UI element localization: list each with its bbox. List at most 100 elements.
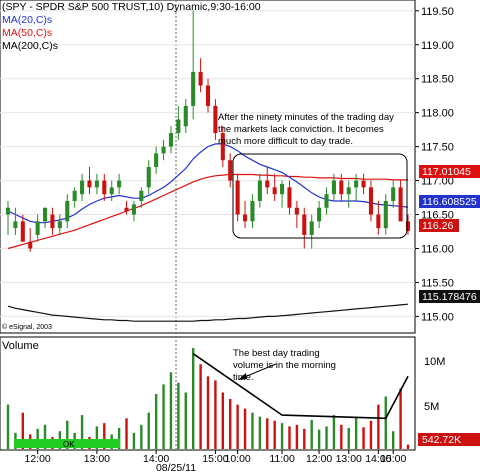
candle-body [198, 71, 203, 86]
volume-bar [295, 424, 299, 449]
volume-axis-10m: 10M [424, 356, 445, 368]
volume-bar [177, 382, 180, 449]
volume-bar [103, 423, 106, 449]
candle [94, 173, 99, 195]
volume-axis-5m: 5M [424, 401, 439, 413]
candle [354, 173, 359, 201]
candle-body [383, 200, 388, 229]
candle-body [361, 180, 366, 188]
candle [280, 180, 285, 208]
volume-bar [266, 418, 269, 449]
candle [87, 167, 92, 195]
ma50-label: MA(50,C)s [2, 27, 52, 39]
ma20-value-tag [419, 195, 480, 208]
candle-body [405, 221, 411, 231]
volume-bar [340, 424, 343, 449]
candle [272, 173, 277, 201]
candle-body [302, 214, 307, 235]
price-axis: 115.00 115.50 116.00 116.50 117.00 117.50 118.… [415, 6, 454, 323]
volume-bar [258, 416, 262, 449]
volume-bar [384, 396, 387, 449]
candle [5, 200, 11, 235]
time-tick-label: 14:00 [365, 453, 391, 465]
candle [13, 207, 18, 235]
candle [80, 173, 85, 201]
candle [131, 200, 136, 222]
volume-bar [184, 392, 187, 449]
candle [265, 167, 270, 195]
candle [361, 173, 366, 195]
candle-body [154, 153, 159, 167]
volume-bar [251, 412, 254, 449]
volume-bar [132, 432, 136, 449]
date-label: 08/25/11 [156, 462, 196, 474]
candle-body [213, 105, 218, 134]
candle [65, 194, 70, 229]
ma200-value: 115.178476 [422, 291, 477, 303]
candle-body [346, 187, 351, 195]
ok-label: OK [63, 440, 75, 449]
candle [102, 173, 107, 201]
candle-body [57, 221, 62, 229]
candle [243, 200, 248, 229]
annotation-arrowhead [238, 373, 247, 380]
candle [220, 126, 225, 167]
volume-bar [95, 426, 99, 449]
candle-body [87, 180, 92, 188]
ma200-value-tag [419, 290, 480, 303]
volume-bar [362, 427, 365, 449]
candle-body [80, 180, 85, 195]
candle [376, 200, 381, 235]
candle-body [280, 183, 285, 195]
volume-title: Volume [2, 340, 39, 352]
price-tick-label: 118.00 [421, 108, 454, 120]
candle [109, 180, 114, 201]
ma20-label: MA(20,C)s [2, 14, 52, 26]
close-value: 116.26 [422, 220, 453, 232]
price-tick-label: 118.50 [421, 74, 454, 86]
volume-bar [154, 394, 158, 449]
volume-bar [399, 388, 402, 449]
volume-bar [43, 424, 47, 449]
consolidation-box [232, 153, 408, 239]
candle [391, 180, 396, 208]
candle [228, 153, 233, 188]
volume-bar [303, 428, 306, 449]
candle [383, 194, 388, 235]
candle-body [5, 207, 11, 215]
candle [294, 200, 299, 229]
volume-bar [221, 392, 225, 449]
candle-body [139, 190, 144, 201]
candle [50, 207, 55, 235]
candle [302, 207, 307, 249]
candle [139, 187, 144, 208]
volume-bar [162, 384, 165, 449]
candle [405, 214, 411, 235]
price-tick-label: 116.00 [421, 244, 454, 256]
candle [205, 78, 211, 113]
candle [183, 99, 188, 134]
candle-body [220, 133, 225, 161]
candle-body [109, 187, 114, 195]
candle-body [205, 85, 211, 106]
candle-body [191, 71, 196, 106]
candle [324, 187, 329, 215]
volume-bar [214, 380, 217, 449]
candle-body [272, 187, 277, 195]
annotation-top-line-3: much more difficult to day trade. [218, 136, 353, 147]
candle [176, 105, 181, 140]
candle-body [35, 221, 40, 235]
candle-body [317, 207, 322, 222]
price-tick-label: 115.00 [421, 311, 454, 323]
candle-body [28, 241, 33, 249]
candle-body [161, 146, 166, 154]
candle-body [50, 214, 55, 229]
candle [28, 228, 33, 252]
time-tick-label: 13:00 [84, 453, 110, 465]
candle [117, 173, 122, 195]
candle-body [43, 207, 48, 222]
chart-title: (SPY - SPDR S&P 500 TRUST,10) Dynamic,9:… [2, 1, 261, 13]
price-tick-label: 119.50 [421, 6, 454, 18]
candle-body [265, 180, 270, 188]
